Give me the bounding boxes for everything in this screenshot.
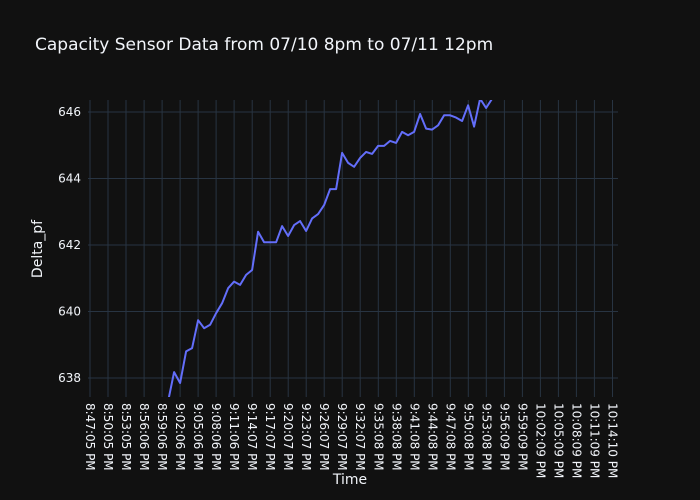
x-tick-label: 9:14:07 PM [245,403,259,471]
x-tick-label: 9:35:08 PM [371,403,385,471]
x-tick-label: 9:32:07 PM [353,403,367,471]
x-tick-label: 9:11:06 PM [227,403,241,471]
x-tick-label: 10:11:09 PM [587,403,601,478]
chart-title: Capacity Sensor Data from 07/10 8pm to 0… [35,35,493,55]
y-tick-label: 638 [58,371,81,385]
x-tick-label: 8:47:05 PM [83,403,97,471]
x-tick-label: 9:23:07 PM [299,403,313,471]
x-tick-label: 9:38:08 PM [389,403,403,471]
x-tick-label: 9:53:08 PM [479,403,493,471]
plot-area [167,100,493,397]
x-tick-label: 10:14:10 PM [606,403,620,478]
x-tick-label: 9:05:06 PM [191,403,205,471]
x-tick-label: 9:26:07 PM [317,403,331,471]
x-tick-label: 9:41:08 PM [407,403,421,471]
x-tick-label: 9:47:08 PM [443,403,457,471]
y-tick-label: 640 [58,305,81,319]
y-tick-label: 646 [58,105,81,119]
x-tick-label: 9:59:09 PM [515,403,529,471]
x-tick-label: 9:08:06 PM [209,403,223,471]
data-line [167,100,493,397]
x-tick-label: 8:59:06 PM [155,403,169,471]
x-tick-label: 10:08:09 PM [569,403,583,478]
x-tick-label: 10:02:09 PM [533,403,547,478]
x-axis-label: Time [332,472,367,488]
x-tick-label: 8:56:06 PM [137,403,151,471]
y-tick-label: 642 [58,238,81,252]
y-axis-label: Delta_pf [30,219,46,278]
grid [88,100,618,397]
x-tick-label: 9:44:08 PM [425,403,439,471]
y-tick-label: 644 [58,171,81,185]
x-tick-label: 9:02:06 PM [173,403,187,471]
x-tick-label: 9:17:07 PM [263,403,277,471]
x-tick-label: 8:53:05 PM [119,403,133,471]
x-tick-label: 9:50:08 PM [461,403,475,471]
x-tick-label: 8:50:05 PM [101,403,115,471]
x-tick-label: 9:20:07 PM [281,403,295,471]
x-tick-label: 9:56:09 PM [497,403,511,471]
x-tick-label: 10:05:09 PM [551,403,565,478]
x-tick-label: 9:29:07 PM [335,403,349,471]
